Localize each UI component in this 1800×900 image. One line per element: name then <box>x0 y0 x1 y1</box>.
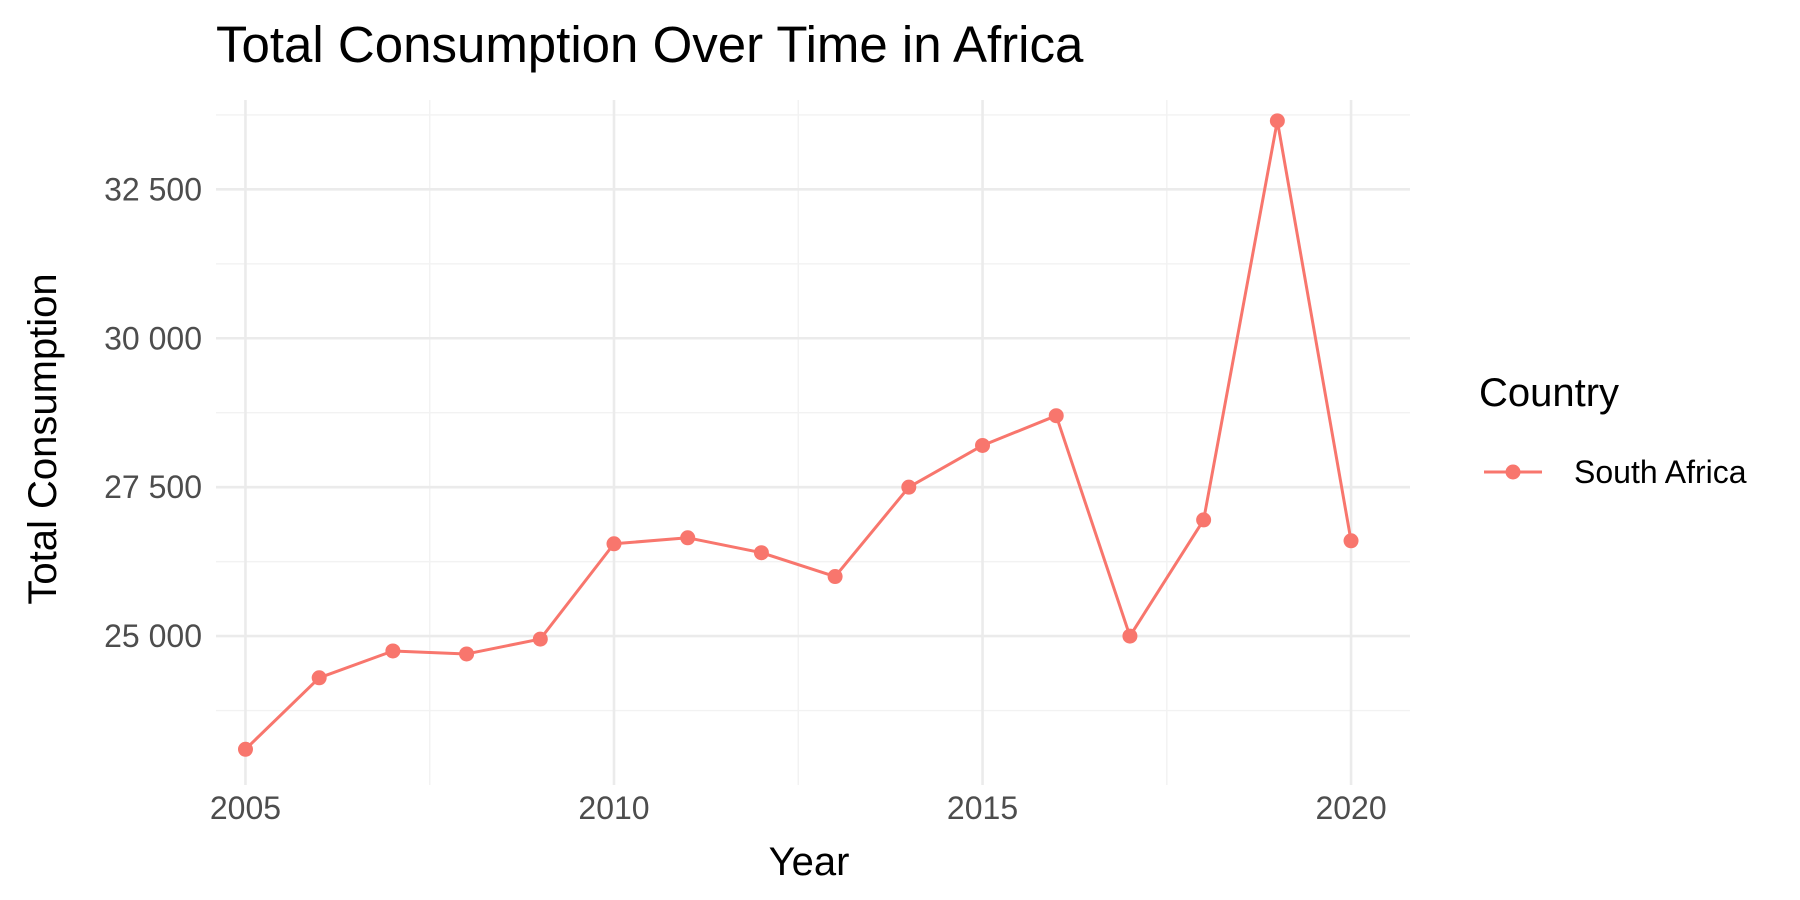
x-tick-label: 2010 <box>578 790 649 826</box>
data-point <box>237 741 253 757</box>
legend-items: South Africa <box>1484 454 1747 490</box>
y-tick-label: 32 500 <box>104 171 202 207</box>
data-point <box>1048 408 1064 424</box>
x-tick-label: 2005 <box>210 790 281 826</box>
data-point <box>1343 533 1359 549</box>
x-tick-label: 2015 <box>947 790 1018 826</box>
data-point <box>606 536 622 552</box>
y-axis-title: Total Consumption <box>21 273 65 604</box>
data-point <box>753 545 769 561</box>
data-point <box>532 631 548 647</box>
legend-title: Country <box>1479 371 1619 415</box>
x-axis-title: Year <box>769 840 850 884</box>
y-tick-label: 25 000 <box>104 618 202 654</box>
x-tick-label: 2020 <box>1315 790 1386 826</box>
data-point <box>1122 628 1138 644</box>
y-tick-label: 30 000 <box>104 320 202 356</box>
data-point <box>385 643 401 659</box>
legend-label: South Africa <box>1574 454 1747 490</box>
data-point <box>1196 512 1212 528</box>
y-tick-label: 27 500 <box>104 469 202 505</box>
series-line <box>244 119 1353 751</box>
grid <box>216 100 1410 785</box>
data-point <box>1269 113 1285 129</box>
data-point <box>680 530 696 546</box>
data-point <box>459 646 475 662</box>
data-point <box>311 670 327 686</box>
tick-labels: 25 000 27 500 30 000 32 500 2005 2010 2015 2020 <box>104 171 1387 826</box>
series-layer <box>237 113 1359 757</box>
data-point <box>827 569 843 585</box>
legend: Country South Africa <box>1479 371 1747 490</box>
data-point <box>975 437 991 453</box>
data-point <box>901 479 917 495</box>
chart-title: Total Consumption Over Time in Africa <box>216 16 1084 73</box>
legend-key-point <box>1505 464 1521 480</box>
